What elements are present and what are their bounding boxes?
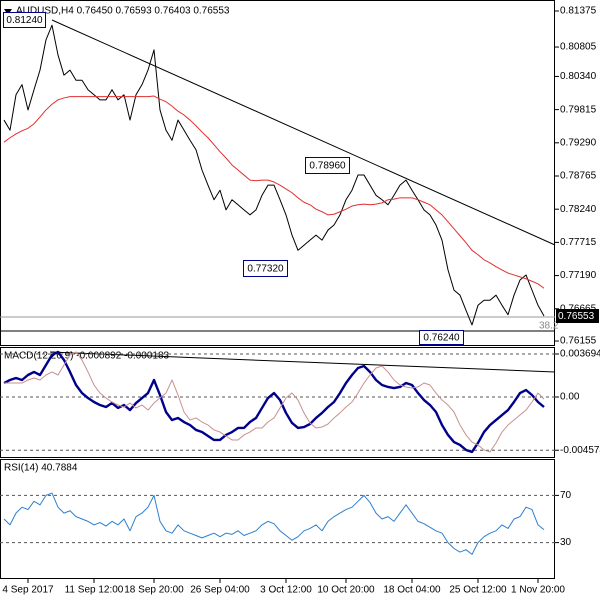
x-tick-label: 3 Oct 12:00 bbox=[260, 585, 312, 596]
annotation: 0.81240 bbox=[6, 15, 43, 26]
annotation: 0.78960 bbox=[309, 161, 346, 172]
y-tick-label: 0.00 bbox=[560, 392, 580, 403]
annotation-box bbox=[3, 12, 46, 28]
last-price-label: 0.76553 bbox=[558, 311, 595, 322]
annotation: 0.77320 bbox=[247, 264, 284, 275]
annotation-box bbox=[243, 260, 288, 277]
fib-label: 38.2 bbox=[539, 321, 559, 332]
annotation-box bbox=[419, 330, 464, 345]
trendline bbox=[51, 19, 556, 246]
x-tick-label: 18 Sep 20:00 bbox=[124, 585, 184, 596]
rsi-header: RSI(14) 40.7884 bbox=[4, 463, 78, 474]
y-tick-label: 0.76665 bbox=[560, 303, 597, 314]
x-tick-label: 10 Oct 20:00 bbox=[317, 585, 375, 596]
y-tick-label: 0.77190 bbox=[560, 270, 597, 281]
series-line bbox=[3, 95, 545, 289]
price-panel bbox=[0, 0, 555, 346]
x-tick-label: 26 Sep 04:00 bbox=[190, 585, 250, 596]
rsi-panel bbox=[0, 459, 555, 579]
macd-panel bbox=[0, 347, 555, 458]
x-tick-label: 18 Oct 04:00 bbox=[383, 585, 441, 596]
y-tick-label: 0.80805 bbox=[560, 42, 597, 53]
series-line bbox=[3, 350, 545, 454]
y-tick-label: 30 bbox=[560, 537, 572, 548]
y-tick-label: 0.79290 bbox=[560, 137, 597, 148]
annotation: 0.76240 bbox=[423, 333, 460, 344]
x-tick-label: 11 Sep 12:00 bbox=[65, 585, 124, 596]
annotation-box bbox=[305, 157, 350, 174]
plots: 0.81375 0.80805 0.80340 0.79815 0.79290 0.787… bbox=[0, 6, 600, 596]
y-tick-label: 0.003694 bbox=[560, 349, 600, 360]
y-tick-label: -0.004574 bbox=[560, 445, 600, 456]
macd-header: MACD(12,26,9) -0.000892 -0.000183 bbox=[4, 351, 170, 362]
y-tick-label: 0.78765 bbox=[560, 171, 597, 182]
y-tick-label: 0.76155 bbox=[560, 336, 597, 347]
y-tick-label: 70 bbox=[560, 490, 572, 501]
y-tick-label: 0.77715 bbox=[560, 237, 597, 248]
y-tick-label: 0.80340 bbox=[560, 71, 597, 82]
y-tick-label: 0.78240 bbox=[560, 204, 597, 215]
y-tick-label: 0.79815 bbox=[560, 104, 597, 115]
series-line bbox=[3, 492, 545, 555]
x-tick-label: 25 Oct 12:00 bbox=[449, 585, 507, 596]
price-header: AUDUSD,H4 0.76450 0.76593 0.76403 0.7655… bbox=[16, 6, 230, 17]
x-tick-label: 1 Nov 20:00 bbox=[511, 585, 565, 596]
y-tick-label: 0.81375 bbox=[560, 6, 597, 17]
series-line bbox=[4, 351, 545, 453]
series-line bbox=[3, 24, 545, 326]
macd-trendline bbox=[49, 351, 556, 373]
x-tick-label: 4 Sep 2017 bbox=[2, 585, 54, 596]
last-price-box bbox=[556, 309, 599, 323]
